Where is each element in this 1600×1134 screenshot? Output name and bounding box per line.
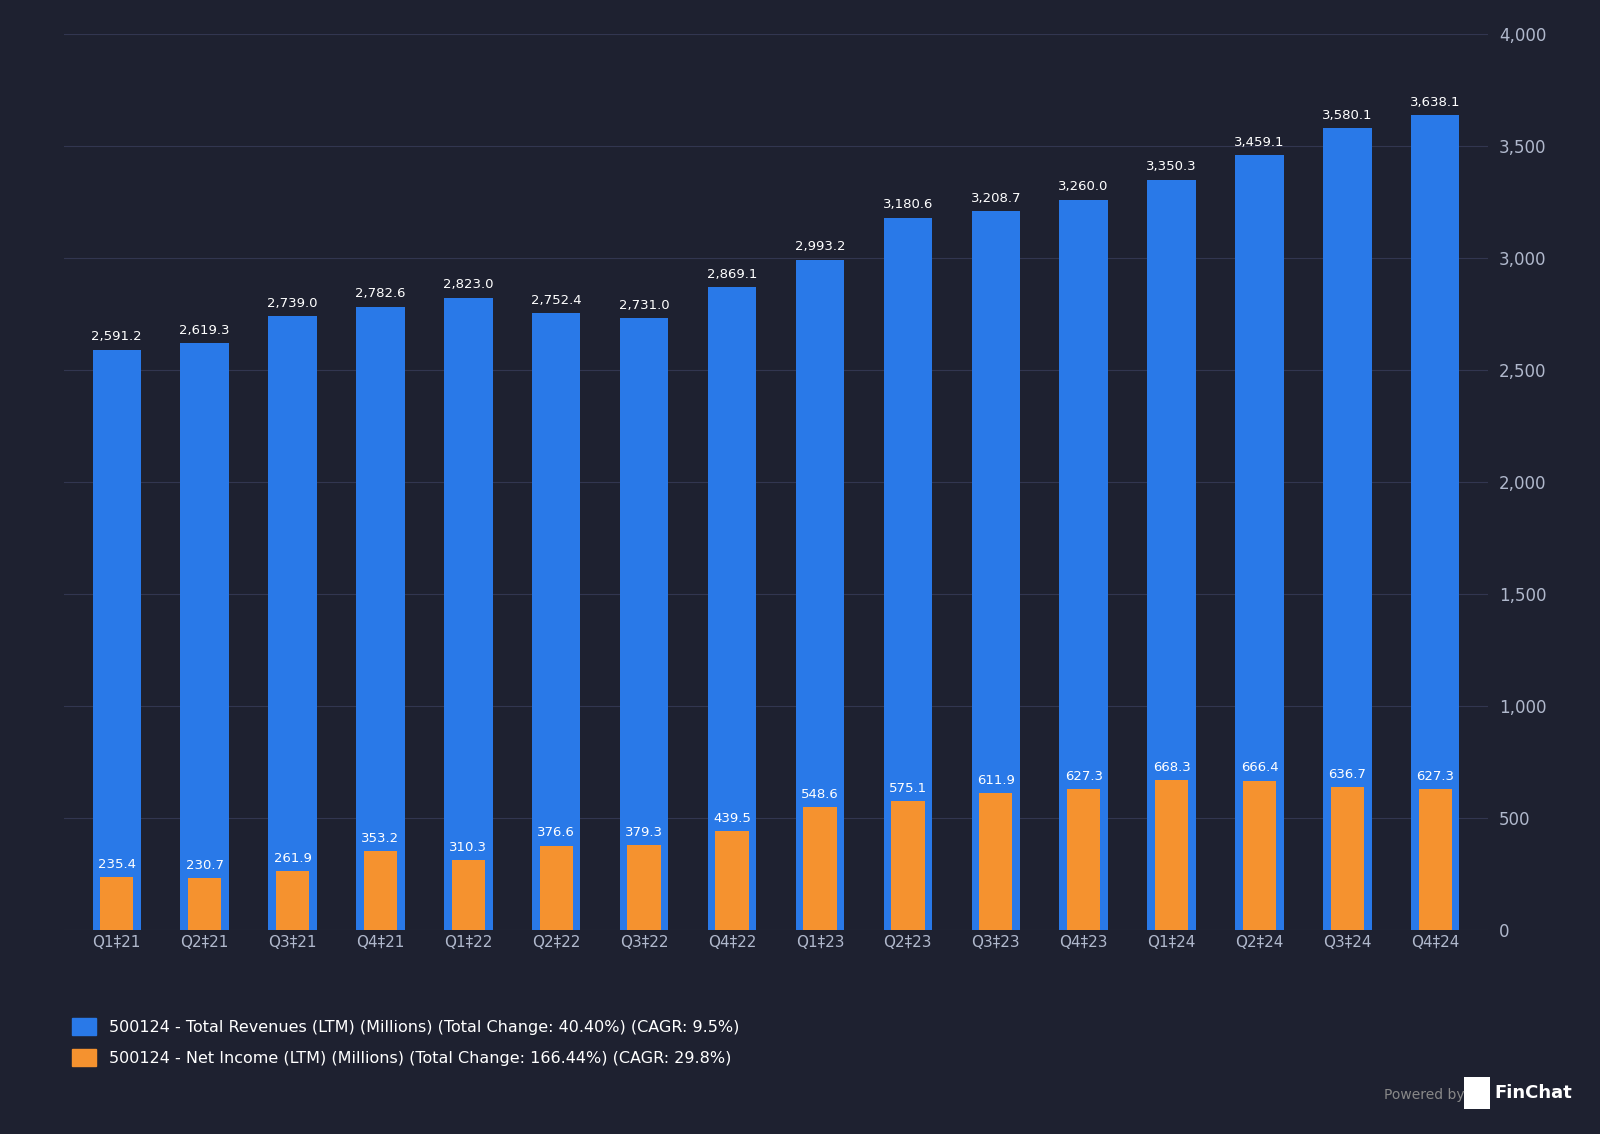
Text: 636.7: 636.7 [1328,768,1366,781]
Text: 2,591.2: 2,591.2 [91,330,142,344]
Bar [1147,179,1195,930]
Text: 3,350.3: 3,350.3 [1146,160,1197,174]
Text: 2,731.0: 2,731.0 [619,299,669,312]
Bar [979,793,1013,930]
Text: 376.6: 376.6 [538,827,574,839]
Text: 379.3: 379.3 [626,826,662,839]
Text: 611.9: 611.9 [978,773,1014,787]
Bar [533,313,581,930]
Text: 3,638.1: 3,638.1 [1410,95,1461,109]
Bar [357,306,405,930]
Text: 2,752.4: 2,752.4 [531,294,581,307]
Text: 548.6: 548.6 [802,788,838,801]
Bar [707,287,757,930]
Text: 353.2: 353.2 [362,831,400,845]
Text: 666.4: 666.4 [1240,761,1278,775]
Bar [101,878,133,930]
Bar [1411,115,1459,930]
Text: 627.3: 627.3 [1064,770,1102,784]
Text: 627.3: 627.3 [1416,770,1454,784]
Bar [891,801,925,930]
Text: 3,459.1: 3,459.1 [1234,136,1285,149]
Text: 2,993.2: 2,993.2 [795,240,845,253]
Bar [627,845,661,930]
Bar [275,871,309,930]
Bar [181,344,229,930]
Bar [715,831,749,930]
Bar [1155,780,1189,930]
Bar [1243,780,1277,930]
Bar [363,850,397,930]
Text: 439.5: 439.5 [714,812,750,826]
Bar [1323,128,1371,930]
Bar [803,807,837,930]
Bar [971,211,1019,930]
Bar [539,846,573,930]
Text: 261.9: 261.9 [274,852,312,865]
Bar [1235,155,1283,930]
Bar [451,861,485,930]
Text: 3,260.0: 3,260.0 [1059,180,1109,194]
Bar [795,260,845,930]
Bar [93,349,141,930]
Bar [883,218,933,930]
Bar [1419,789,1451,930]
Bar [619,319,669,930]
Bar [269,316,317,930]
Bar [1067,789,1101,930]
Text: 2,739.0: 2,739.0 [267,297,318,311]
Text: 668.3: 668.3 [1152,761,1190,773]
Text: 3,208.7: 3,208.7 [971,192,1021,205]
Bar [187,878,221,930]
Text: 3,580.1: 3,580.1 [1322,109,1373,121]
Text: 575.1: 575.1 [888,781,926,795]
Text: FinChat: FinChat [1494,1084,1573,1102]
Text: Powered by: Powered by [1384,1089,1464,1102]
Text: 2,823.0: 2,823.0 [443,278,493,291]
Text: 3,180.6: 3,180.6 [883,198,933,211]
Bar [445,297,493,930]
Text: 310.3: 310.3 [450,841,488,854]
Text: 2,869.1: 2,869.1 [707,268,757,281]
Bar [1059,200,1107,930]
Text: 2,782.6: 2,782.6 [355,287,406,301]
Legend: 500124 - Total Revenues (LTM) (Millions) (Total Change: 40.40%) (CAGR: 9.5%), 50: 500124 - Total Revenues (LTM) (Millions)… [72,1018,739,1066]
Text: 2,619.3: 2,619.3 [179,324,230,337]
Text: 230.7: 230.7 [186,858,224,872]
Bar [1331,787,1365,930]
Text: 235.4: 235.4 [98,858,136,871]
